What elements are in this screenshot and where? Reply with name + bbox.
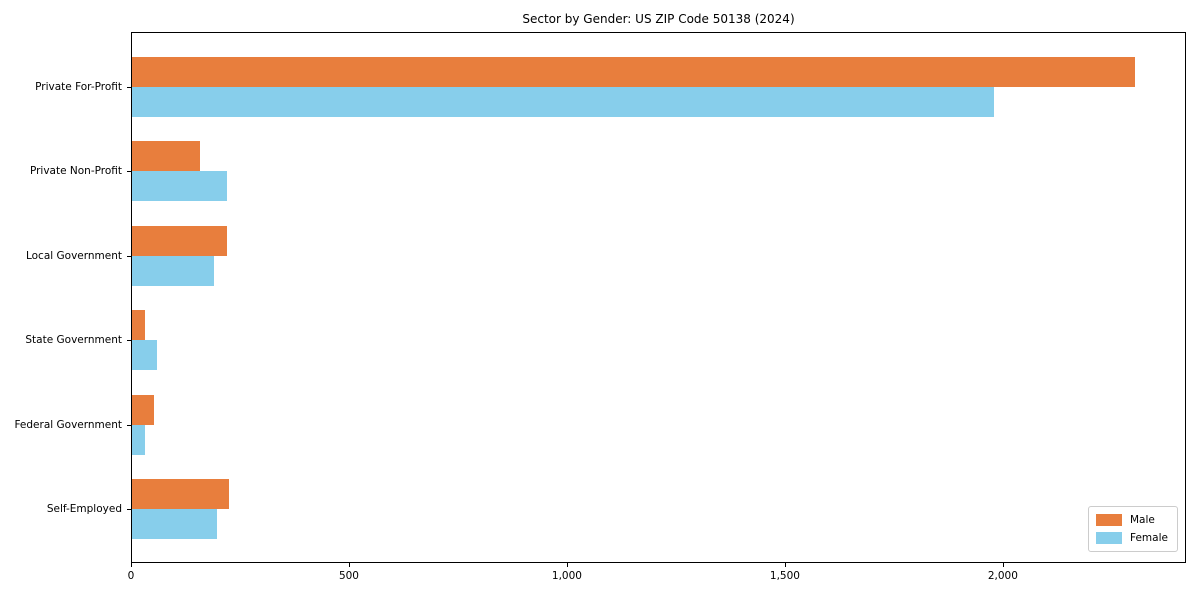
- x-tick-label-1000: 1,000: [551, 570, 582, 582]
- x-axis-tick-0: [131, 563, 132, 567]
- legend-label-female: Female: [1130, 532, 1168, 544]
- bar-male-local-government: [132, 225, 227, 256]
- legend: Male Female: [1088, 506, 1178, 552]
- y-axis-tick-local-government: [127, 255, 131, 257]
- legend-swatch-male: [1096, 514, 1122, 526]
- x-tick-label-0: 0: [127, 570, 135, 582]
- chart-title: Sector by Gender: US ZIP Code 50138 (202…: [522, 12, 795, 26]
- y-label-local-government: Local Government: [25, 249, 122, 262]
- bar-female-private-non-profit: [132, 171, 227, 202]
- plot-area: [131, 32, 1186, 563]
- bar-male-self-employed: [132, 479, 229, 509]
- x-axis-tick-2000: [1002, 563, 1004, 567]
- bar-male-private-for-profit: [132, 57, 1135, 87]
- x-tick-label-500: 500: [338, 570, 359, 582]
- y-label-federal-government: Federal Government: [14, 418, 122, 431]
- bar-female-self-employed: [132, 509, 217, 539]
- legend-swatch-female: [1096, 532, 1122, 544]
- bar-male-state-government: [132, 310, 145, 341]
- x-tick-label-2000: 2,000: [987, 570, 1018, 582]
- bar-female-local-government: [132, 255, 214, 286]
- x-axis-tick-1500: [784, 563, 786, 567]
- y-axis-tick-private-for-profit: [127, 87, 131, 88]
- y-axis-tick-state-government: [127, 340, 131, 342]
- legend-entry-male: Male: [1096, 514, 1170, 526]
- bar-male-federal-government: [132, 394, 154, 425]
- y-axis-tick-self-employed: [127, 509, 131, 510]
- bar-male-private-non-profit: [132, 141, 200, 172]
- y-label-self-employed: Self-Employed: [46, 503, 122, 515]
- y-label-state-government: State Government: [25, 334, 122, 347]
- bar-female-federal-government: [132, 424, 145, 455]
- x-axis-tick-1000: [566, 563, 568, 567]
- y-label-private-for-profit: Private For-Profit: [35, 81, 122, 93]
- bar-female-private-for-profit: [132, 87, 994, 117]
- y-label-private-non-profit: Private Non-Profit: [29, 165, 122, 178]
- y-axis-tick-private-non-profit: [127, 171, 131, 173]
- x-axis-tick-500: [348, 563, 350, 567]
- x-tick-label-1500: 1,500: [769, 570, 800, 582]
- legend-entry-female: Female: [1096, 532, 1170, 544]
- bar-female-state-government: [132, 340, 157, 371]
- legend-label-male: Male: [1130, 514, 1155, 526]
- y-axis-tick-federal-government: [127, 424, 131, 426]
